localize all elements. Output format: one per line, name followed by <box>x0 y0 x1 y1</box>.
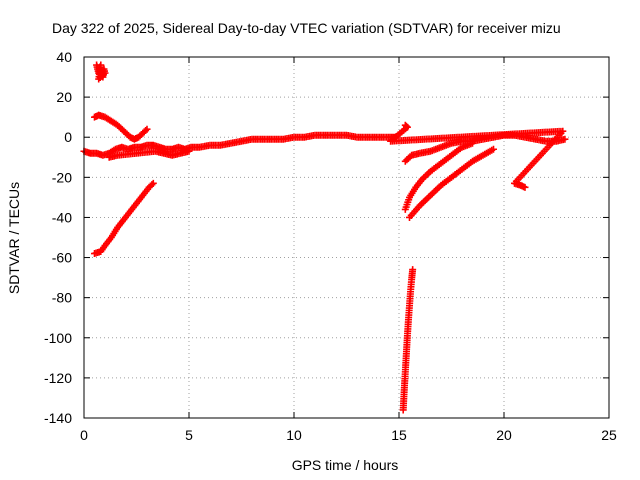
data-point <box>185 147 193 155</box>
y-tick-label: 20 <box>56 89 72 105</box>
y-tick-label: -80 <box>52 290 72 306</box>
x-tick-label: 5 <box>185 427 193 443</box>
axes-layer: 0 5 10 15 20 25 -140 -120 -100 -80 -60 -40 -20 0 20 40 <box>44 49 617 443</box>
y-tick-label: -20 <box>52 169 72 185</box>
y-tick-label: 0 <box>64 129 72 145</box>
data-point <box>142 127 150 135</box>
x-tick-label: 10 <box>286 427 302 443</box>
data-point <box>561 135 569 143</box>
data-point <box>143 125 151 133</box>
data-point <box>521 183 529 191</box>
x-tick-label: 20 <box>496 427 512 443</box>
y-tick-label: -60 <box>52 250 72 266</box>
x-axis-label: GPS time / hours <box>292 457 399 473</box>
data-point <box>97 61 105 69</box>
data-points-layer <box>80 61 569 414</box>
y-tick-label: -40 <box>52 209 72 225</box>
y-tick-label: -100 <box>44 330 72 346</box>
grid-layer <box>84 57 609 418</box>
x-tick-label: 15 <box>391 427 407 443</box>
data-point <box>149 179 157 187</box>
y-tick-label: -140 <box>44 410 72 426</box>
y-tick-label: -120 <box>44 370 72 386</box>
y-tick-label: 40 <box>56 49 72 65</box>
y-axis-label: SDTVAR / TECUs <box>6 182 22 294</box>
chart-title: Day 322 of 2025, Sidereal Day-to-day VTE… <box>52 20 561 36</box>
x-tick-label: 25 <box>601 427 617 443</box>
data-point <box>490 145 497 153</box>
data-point <box>409 266 417 274</box>
data-point <box>469 139 476 147</box>
data-point <box>148 181 156 189</box>
plot-frame <box>83 56 610 419</box>
x-tick-label: 0 <box>80 427 88 443</box>
